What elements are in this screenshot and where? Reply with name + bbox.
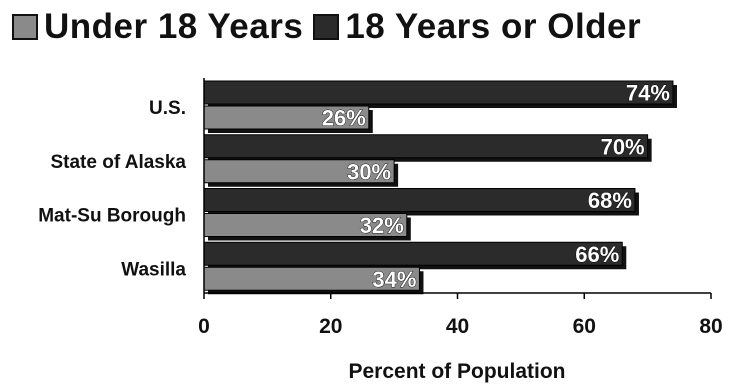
x-tick-label-20: 20 [319,315,342,338]
category-labels: U.S. State of Alaska Mat-Su Borough Wasilla [38,98,186,280]
data-label-wasilla-under-18: 34% [372,267,416,292]
category-label-u-s: U.S. [149,98,186,119]
legend-swatch-under-18 [12,14,38,40]
x-tick-label-40: 40 [446,315,469,338]
data-label-mat-su-borough-18-or-older: 68% [588,188,632,213]
data-label-mat-su-borough-under-18: 32% [360,213,404,238]
bar-mat-su-borough-18-or-older [203,188,636,212]
legend-label-18-or-older: 18 Years or Older [345,7,642,46]
legend-item-under-18: Under 18 Years [12,7,303,47]
category-label-wasilla: Wasilla [121,259,186,280]
data-label-u-s-under-18: 26% [322,106,366,131]
data-label-state-of-alaska-under-18: 30% [347,159,391,184]
bars-layer: 74% 26% 70% 30% 68% 32% 66% 34% [203,80,677,295]
x-tick-label-60: 60 [573,315,596,338]
data-label-state-of-alaska-18-or-older: 70% [601,134,645,159]
x-tick-label-80: 80 [699,315,722,338]
category-label-state-of-alaska: State of Alaska [50,152,186,173]
bar-state-of-alaska-18-or-older [203,134,649,159]
data-label-wasilla-18-or-older: 66% [575,242,619,267]
x-axis-title: Percent of Population [348,360,565,383]
data-label-u-s-18-or-older: 74% [626,81,670,106]
ticks-layer: 0 20 40 60 80 [198,293,723,338]
bar-wasilla-18-or-older [203,241,623,266]
bar-u-s-18-or-older [203,80,674,105]
legend: Under 18 Years 18 Years or Older [12,4,641,50]
category-label-mat-su-borough: Mat-Su Borough [38,206,186,227]
legend-label-under-18: Under 18 Years [44,7,304,46]
legend-item-18-or-older: 18 Years or Older [313,7,641,47]
legend-swatch-18-or-older [313,14,340,40]
x-tick-label-0: 0 [198,315,210,338]
